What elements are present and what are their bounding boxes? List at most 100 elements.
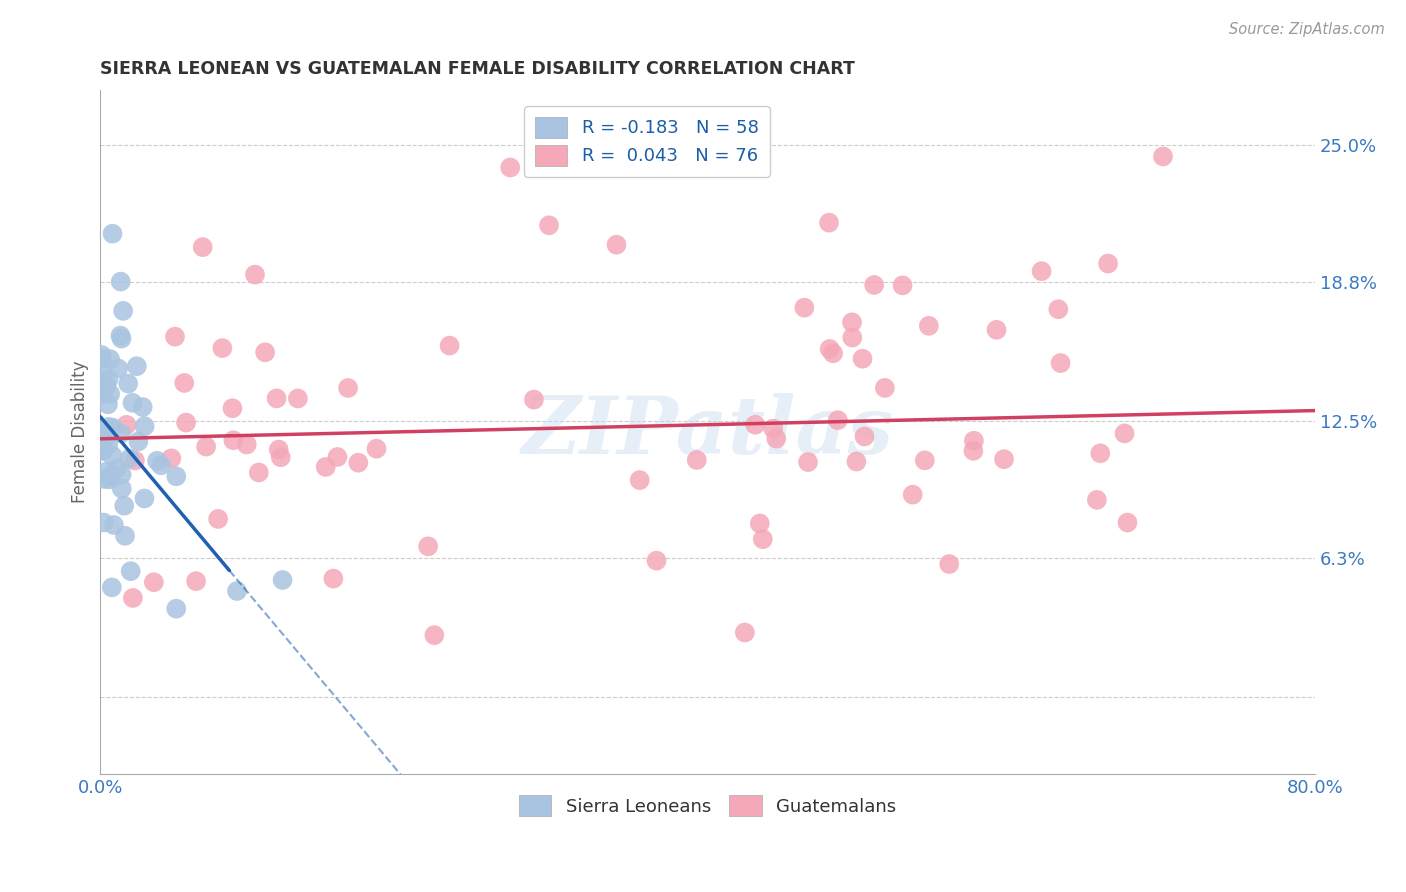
Point — [160, 451, 183, 466]
Point — [841, 315, 863, 329]
Point — [101, 421, 124, 435]
Point — [418, 539, 440, 553]
Point — [686, 453, 709, 467]
Point — [98, 472, 121, 486]
Point — [748, 516, 770, 531]
Point — [90, 365, 112, 379]
Point — [94, 428, 117, 442]
Point — [211, 341, 233, 355]
Point — [91, 426, 114, 441]
Point — [98, 352, 121, 367]
Point — [270, 450, 292, 465]
Point — [97, 437, 120, 451]
Point — [105, 461, 128, 475]
Point — [184, 574, 207, 589]
Point — [243, 268, 266, 282]
Point — [734, 625, 756, 640]
Point — [110, 332, 132, 346]
Point — [96, 465, 118, 479]
Point — [1097, 256, 1119, 270]
Point — [120, 564, 142, 578]
Point — [793, 301, 815, 315]
Point — [347, 456, 370, 470]
Point — [254, 345, 277, 359]
Point — [107, 361, 129, 376]
Point — [163, 329, 186, 343]
Y-axis label: Female Disability: Female Disability — [72, 361, 89, 503]
Point — [101, 227, 124, 241]
Point — [1114, 426, 1136, 441]
Point — [823, 346, 845, 360]
Point — [96, 378, 118, 392]
Point — [93, 516, 115, 530]
Text: SIERRA LEONEAN VS GUATEMALAN FEMALE DISABILITY CORRELATION CHART: SIERRA LEONEAN VS GUATEMALAN FEMALE DISA… — [100, 60, 855, 78]
Point — [287, 392, 309, 406]
Point — [91, 429, 114, 443]
Point — [226, 584, 249, 599]
Point — [90, 351, 112, 366]
Point — [851, 351, 873, 366]
Point — [628, 473, 651, 487]
Point — [110, 275, 132, 289]
Point — [765, 432, 787, 446]
Point — [93, 472, 115, 486]
Point — [271, 573, 294, 587]
Point — [146, 454, 169, 468]
Legend: Sierra Leoneans, Guatemalans: Sierra Leoneans, Guatemalans — [512, 788, 904, 823]
Point — [914, 453, 936, 467]
Point — [112, 304, 135, 318]
Text: ZIPatlas: ZIPatlas — [522, 393, 894, 471]
Point — [118, 451, 141, 466]
Point — [1090, 446, 1112, 460]
Point — [101, 580, 124, 594]
Point — [1049, 356, 1071, 370]
Point — [523, 392, 546, 407]
Point — [322, 572, 344, 586]
Point — [101, 449, 124, 463]
Point — [537, 219, 560, 233]
Point — [337, 381, 360, 395]
Point — [127, 434, 149, 449]
Point — [439, 338, 461, 352]
Point — [267, 442, 290, 457]
Point — [90, 387, 112, 401]
Point — [938, 557, 960, 571]
Point — [121, 396, 143, 410]
Point — [100, 468, 122, 483]
Point — [266, 392, 288, 406]
Point — [98, 387, 121, 401]
Point — [901, 488, 924, 502]
Point — [134, 491, 156, 506]
Point — [645, 554, 668, 568]
Point — [499, 161, 522, 175]
Point — [605, 237, 627, 252]
Point — [247, 466, 270, 480]
Point — [993, 452, 1015, 467]
Point — [797, 455, 820, 469]
Point — [221, 401, 243, 416]
Point — [90, 443, 112, 458]
Point — [1116, 516, 1139, 530]
Point — [142, 575, 165, 590]
Point — [195, 440, 218, 454]
Point — [117, 376, 139, 391]
Point — [222, 434, 245, 448]
Point — [873, 381, 896, 395]
Point — [90, 348, 112, 362]
Point — [124, 453, 146, 467]
Point — [818, 216, 841, 230]
Point — [853, 429, 876, 443]
Point — [1152, 149, 1174, 163]
Point — [918, 318, 941, 333]
Point — [891, 278, 914, 293]
Point — [165, 601, 187, 615]
Text: Source: ZipAtlas.com: Source: ZipAtlas.com — [1229, 22, 1385, 37]
Point — [818, 342, 841, 356]
Point — [112, 499, 135, 513]
Point — [90, 440, 112, 454]
Point — [191, 240, 214, 254]
Point — [89, 383, 111, 397]
Point — [150, 458, 173, 473]
Point — [752, 532, 775, 546]
Point — [111, 482, 134, 496]
